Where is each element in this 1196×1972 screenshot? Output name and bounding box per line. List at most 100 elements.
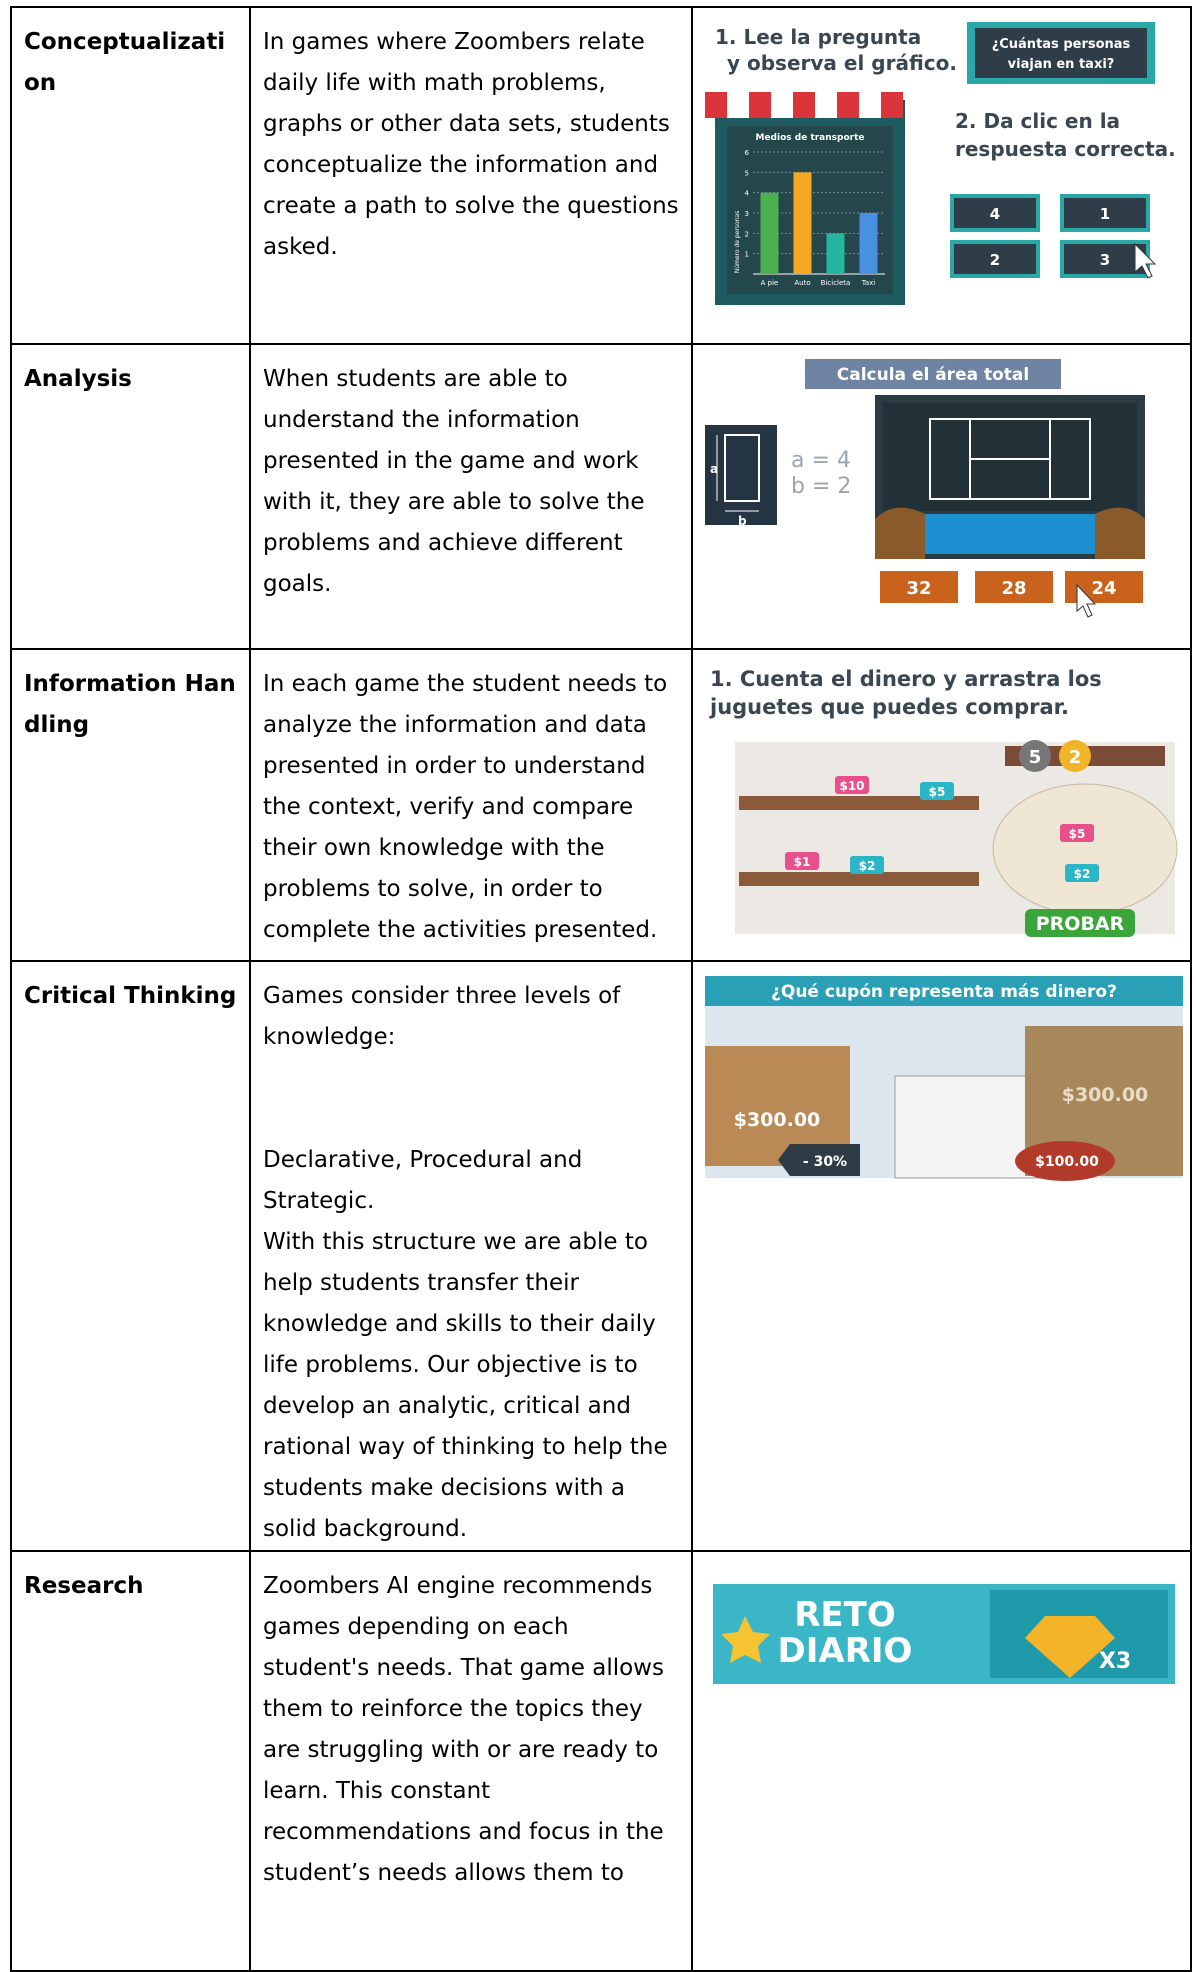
topic: Conceptualization	[24, 29, 226, 96]
shelf	[739, 796, 979, 810]
awning-stripe	[727, 92, 749, 118]
topic: Critical Thinking	[24, 983, 237, 1009]
awning-stripe	[705, 92, 727, 118]
question: ¿Cuántas personas	[992, 37, 1131, 52]
description-cell: When students are able to understand the…	[249, 343, 693, 650]
table-row: Analysis When students are able to unders…	[10, 343, 1192, 650]
table-row: Research Zoombers AI engine recommends ga…	[10, 1550, 1192, 1972]
question-box	[975, 28, 1147, 78]
awning-stripe	[837, 92, 859, 118]
diagram-shape	[724, 434, 760, 502]
price-tag-label: $1	[794, 855, 811, 869]
answer: 2	[990, 251, 1000, 269]
paragraph: In each game the student needs to analyz…	[263, 671, 668, 943]
price-tag	[850, 856, 884, 874]
awning-stripe	[749, 92, 771, 118]
topic-cell: Critical Thinking	[10, 960, 251, 1552]
price-tag-label: $5	[1069, 827, 1086, 841]
page: Zoombers skills table {"table":{"rows":[…	[10, 6, 1192, 1972]
instruction: respuesta correcta.	[955, 137, 1175, 161]
table-row: Information Handling In each game the stu…	[10, 648, 1192, 962]
header-text: ¿Qué cupón representa más dinero?	[771, 982, 1117, 1002]
topic: Analysis	[24, 366, 132, 392]
coin-label: 5	[1029, 747, 1042, 768]
price: $300.00	[734, 1109, 821, 1131]
probar-button	[1025, 909, 1135, 937]
gem	[1025, 1616, 1115, 1678]
paragraph: With this structure we are able to help …	[263, 1229, 668, 1542]
image-cell: RETO DIARIO X3	[691, 1550, 1192, 1972]
description-cell: In games where Zoombers relate daily lif…	[249, 6, 693, 345]
cursor	[1134, 242, 1157, 279]
awning-stripe	[859, 92, 881, 118]
answer-button	[954, 198, 1036, 228]
awning-stripe	[771, 92, 793, 118]
coin	[1019, 740, 1051, 772]
coupon-label: - 30%	[803, 1154, 847, 1170]
description-cell: Games consider three levels of knowledge…	[249, 960, 693, 1552]
price-tag-label: $2	[1074, 867, 1091, 881]
paragraph: In games where Zoombers relate daily lif…	[263, 29, 679, 260]
topic-cell: Analysis	[10, 343, 251, 650]
answer-plank	[975, 571, 1053, 603]
paragraph: Zoombers AI engine recommends games depe…	[263, 1573, 664, 1886]
shelf	[739, 872, 979, 886]
skills-table: Conceptualization In games where Zoombers…	[10, 6, 1192, 1972]
description: Zoombers AI engine recommends games depe…	[251, 1552, 691, 1894]
h-shape	[929, 418, 1091, 500]
description: When students are able to understand the…	[251, 345, 691, 605]
topic-cell: Information Handling	[10, 648, 251, 962]
sack	[992, 783, 1178, 915]
topic-cell: Conceptualization	[10, 6, 251, 345]
answer-button	[954, 244, 1036, 274]
topic-cell: Research	[10, 1550, 251, 1972]
side-label: b	[738, 514, 747, 528]
bar	[793, 172, 812, 274]
price-tag	[835, 776, 869, 794]
description-cell: Zoombers AI engine recommends games depe…	[249, 1550, 693, 1972]
y-tick-label: 1	[745, 251, 749, 259]
table-body: Conceptualization In games where Zoombers…	[10, 6, 1192, 1972]
answer: 4	[990, 205, 1000, 223]
cursor	[1076, 583, 1097, 618]
chart-title: Medios de transporte	[756, 133, 865, 143]
instruction: y observa el gráfico.	[727, 51, 957, 75]
price-tag-label: $2	[859, 859, 876, 873]
bar	[859, 213, 878, 274]
awning-stripe	[881, 92, 903, 118]
table-row: Conceptualization In games where Zoombers…	[10, 6, 1192, 345]
paragraph: Games consider three levels of knowledge…	[263, 983, 621, 1050]
coupon-label: $100.00	[1035, 1154, 1099, 1170]
y-tick-label: 3	[745, 210, 749, 218]
y-axis-label: Número de personas	[734, 211, 741, 274]
y-tick-label: 2	[745, 230, 749, 238]
game-screenshot: ¿Qué cupón representa más dinero? $300.00…	[705, 976, 1183, 1181]
banner-text: DIARIO	[778, 1631, 913, 1671]
answer: 24	[1091, 578, 1116, 599]
instruction: 1. Cuenta el dinero y arrastra los	[710, 667, 1102, 691]
game-screenshot: Calcula el área total a b a = 4b = 2 32 28 24	[705, 359, 1145, 618]
document: Conceptualization In games where Zoombers…	[10, 6, 1192, 1972]
awning-stripe	[793, 92, 815, 118]
image-cell: 1. Lee la pregunta y observa el gráfico. ¿…	[691, 6, 1192, 345]
banner-text: RETO	[794, 1595, 896, 1635]
image-cell: 1. Cuenta el dinero y arrastra los juguet…	[691, 648, 1192, 962]
description: In each game the student needs to analyz…	[251, 650, 691, 951]
price: $300.00	[1062, 1084, 1149, 1106]
bar	[760, 192, 779, 274]
answer: 32	[906, 578, 931, 599]
rock	[1095, 507, 1145, 559]
y-tick-label: 6	[745, 149, 750, 157]
x-tick-label: Taxi	[861, 279, 876, 287]
multiplier: X3	[1099, 1649, 1131, 1674]
description: In games where Zoombers relate daily lif…	[251, 8, 691, 268]
answer-button	[1064, 244, 1146, 274]
paragraph: Declarative, Procedural and Strategic.	[263, 1147, 583, 1214]
header	[705, 976, 1183, 1006]
x-tick-label: Bicicleta	[821, 279, 851, 287]
price-tag	[920, 782, 954, 800]
y-tick-label: 5	[745, 169, 749, 177]
